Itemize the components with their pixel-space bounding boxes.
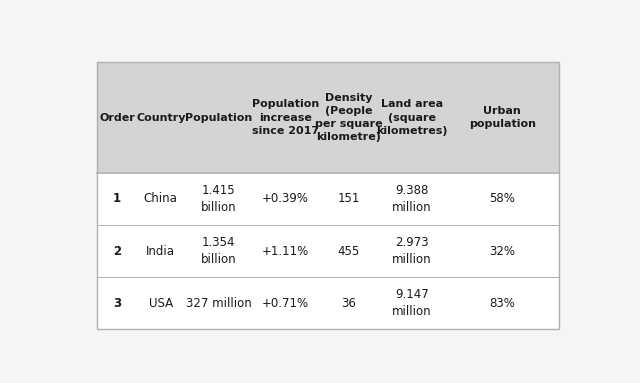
Text: China: China: [144, 193, 178, 205]
Text: Population: Population: [185, 113, 252, 123]
Text: 151: 151: [337, 193, 360, 205]
Text: +1.11%: +1.11%: [262, 244, 309, 257]
Bar: [97, 173, 559, 225]
Text: 9.147
million: 9.147 million: [392, 288, 432, 318]
Text: 455: 455: [338, 244, 360, 257]
Text: USA: USA: [148, 296, 173, 309]
Text: Urban
population: Urban population: [468, 106, 536, 129]
Text: +0.71%: +0.71%: [262, 296, 309, 309]
Text: 2.973
million: 2.973 million: [392, 236, 432, 266]
Text: Country: Country: [136, 113, 186, 123]
Text: 9.388
million: 9.388 million: [392, 184, 432, 214]
Bar: [97, 225, 559, 277]
Text: Density
(People
per square
kilometre): Density (People per square kilometre): [315, 93, 383, 142]
Text: 36: 36: [341, 296, 356, 309]
Bar: [97, 277, 559, 329]
Text: 32%: 32%: [489, 244, 515, 257]
Text: 58%: 58%: [489, 193, 515, 205]
Text: India: India: [147, 244, 175, 257]
Text: Order: Order: [99, 113, 135, 123]
Text: Population
increase
since 2017: Population increase since 2017: [252, 99, 319, 136]
Text: 2: 2: [113, 244, 121, 257]
Text: 1.354
billion: 1.354 billion: [200, 236, 236, 266]
Text: Land area
(square
kilometres): Land area (square kilometres): [376, 99, 448, 136]
Bar: [97, 62, 559, 173]
Text: 83%: 83%: [489, 296, 515, 309]
Text: +0.39%: +0.39%: [262, 193, 309, 205]
Text: 3: 3: [113, 296, 121, 309]
Text: 327 million: 327 million: [186, 296, 252, 309]
Text: 1: 1: [113, 193, 121, 205]
Text: 1.415
billion: 1.415 billion: [200, 184, 236, 214]
